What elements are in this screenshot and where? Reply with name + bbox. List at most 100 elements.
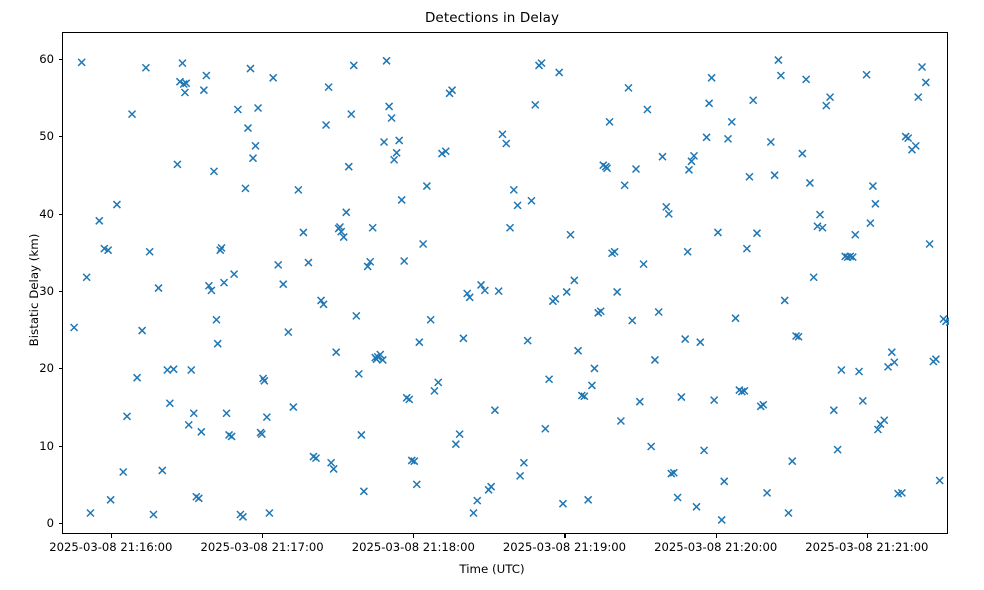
data-point: [723, 134, 733, 143]
data-point: [257, 430, 266, 439]
data-point: [643, 105, 652, 114]
y-axis-tick: [58, 522, 62, 524]
data-point: [558, 499, 567, 508]
data-point: [217, 243, 226, 252]
data-point: [448, 86, 457, 95]
data-point: [412, 480, 421, 489]
data-point: [222, 409, 231, 418]
data-point: [749, 96, 758, 105]
data-point: [419, 239, 428, 249]
data-point: [727, 117, 736, 126]
data-point: [299, 228, 308, 237]
y-axis-tick-label: 40: [39, 206, 54, 221]
data-point: [163, 365, 172, 375]
data-point: [731, 314, 740, 323]
data-point: [551, 294, 560, 303]
data-point: [363, 262, 372, 271]
data-point: [647, 442, 656, 451]
y-axis-tick: [58, 368, 62, 370]
data-point: [696, 338, 705, 347]
y-axis-tick-label: 0: [46, 515, 54, 530]
data-point: [683, 247, 692, 256]
data-point: [562, 287, 571, 296]
data-point: [848, 253, 857, 262]
data-point: [106, 495, 115, 504]
data-point: [180, 88, 189, 97]
data-point: [826, 93, 835, 102]
data-point: [890, 358, 899, 367]
data-point: [122, 412, 132, 421]
data-point: [344, 162, 353, 171]
data-point: [202, 71, 211, 80]
data-point: [846, 252, 855, 261]
data-point: [212, 315, 221, 324]
data-point: [339, 233, 348, 242]
data-point: [897, 488, 906, 497]
data-point: [584, 495, 593, 504]
data-point: [154, 284, 163, 293]
data-point: [194, 494, 203, 503]
x-axis-tick-label: 2025-03-08 21:17:00: [200, 540, 324, 554]
data-point: [914, 93, 923, 102]
data-point: [141, 63, 150, 72]
data-point: [851, 230, 860, 239]
data-point: [219, 278, 229, 287]
data-point: [681, 335, 690, 344]
data-point: [322, 120, 331, 130]
data-point: [815, 210, 825, 219]
x-axis-tick: [262, 534, 264, 538]
data-point: [329, 464, 338, 473]
data-point: [233, 105, 242, 114]
data-point: [673, 493, 682, 502]
data-point: [238, 512, 247, 521]
y-axis-tick: [58, 59, 62, 61]
data-point: [873, 425, 882, 434]
data-point: [664, 209, 673, 218]
data-point: [112, 200, 121, 209]
data-point: [624, 83, 633, 92]
x-axis-tick-label: 2025-03-08 21:20:00: [654, 540, 778, 554]
data-point: [359, 487, 368, 496]
data-point: [437, 149, 447, 158]
data-point: [809, 273, 818, 282]
y-axis-tick: [58, 213, 62, 215]
data-point: [494, 287, 503, 296]
data-point: [269, 73, 278, 82]
data-point: [616, 416, 625, 426]
data-point: [86, 508, 95, 518]
data-point: [692, 502, 701, 511]
data-point: [818, 223, 827, 232]
data-point: [260, 376, 269, 385]
data-point: [184, 420, 193, 429]
data-point: [366, 257, 375, 266]
data-point: [246, 64, 255, 73]
data-point: [145, 247, 154, 256]
data-point: [883, 362, 893, 371]
x-axis-tick: [866, 534, 868, 538]
data-point: [635, 397, 644, 406]
y-axis-label: Bistatic Delay (km): [27, 233, 41, 347]
x-axis-tick: [715, 534, 717, 538]
data-point: [502, 139, 511, 148]
data-point: [387, 113, 396, 123]
data-point: [766, 137, 775, 147]
data-point: [289, 403, 298, 412]
y-axis-tick-label: 30: [39, 283, 54, 298]
data-point: [451, 440, 460, 449]
data-point: [737, 387, 746, 396]
data-point: [868, 182, 877, 191]
data-point: [422, 182, 431, 191]
data-point: [628, 316, 637, 325]
data-point: [580, 392, 589, 401]
data-point: [95, 216, 104, 225]
data-point: [925, 239, 934, 249]
data-point: [390, 155, 399, 164]
data-point: [189, 409, 198, 418]
data-point: [705, 99, 714, 108]
data-point: [667, 469, 676, 478]
data-point: [717, 515, 726, 524]
data-point: [794, 332, 803, 341]
data-points-layer: [63, 33, 949, 535]
data-point: [506, 223, 515, 232]
data-point: [378, 355, 387, 364]
